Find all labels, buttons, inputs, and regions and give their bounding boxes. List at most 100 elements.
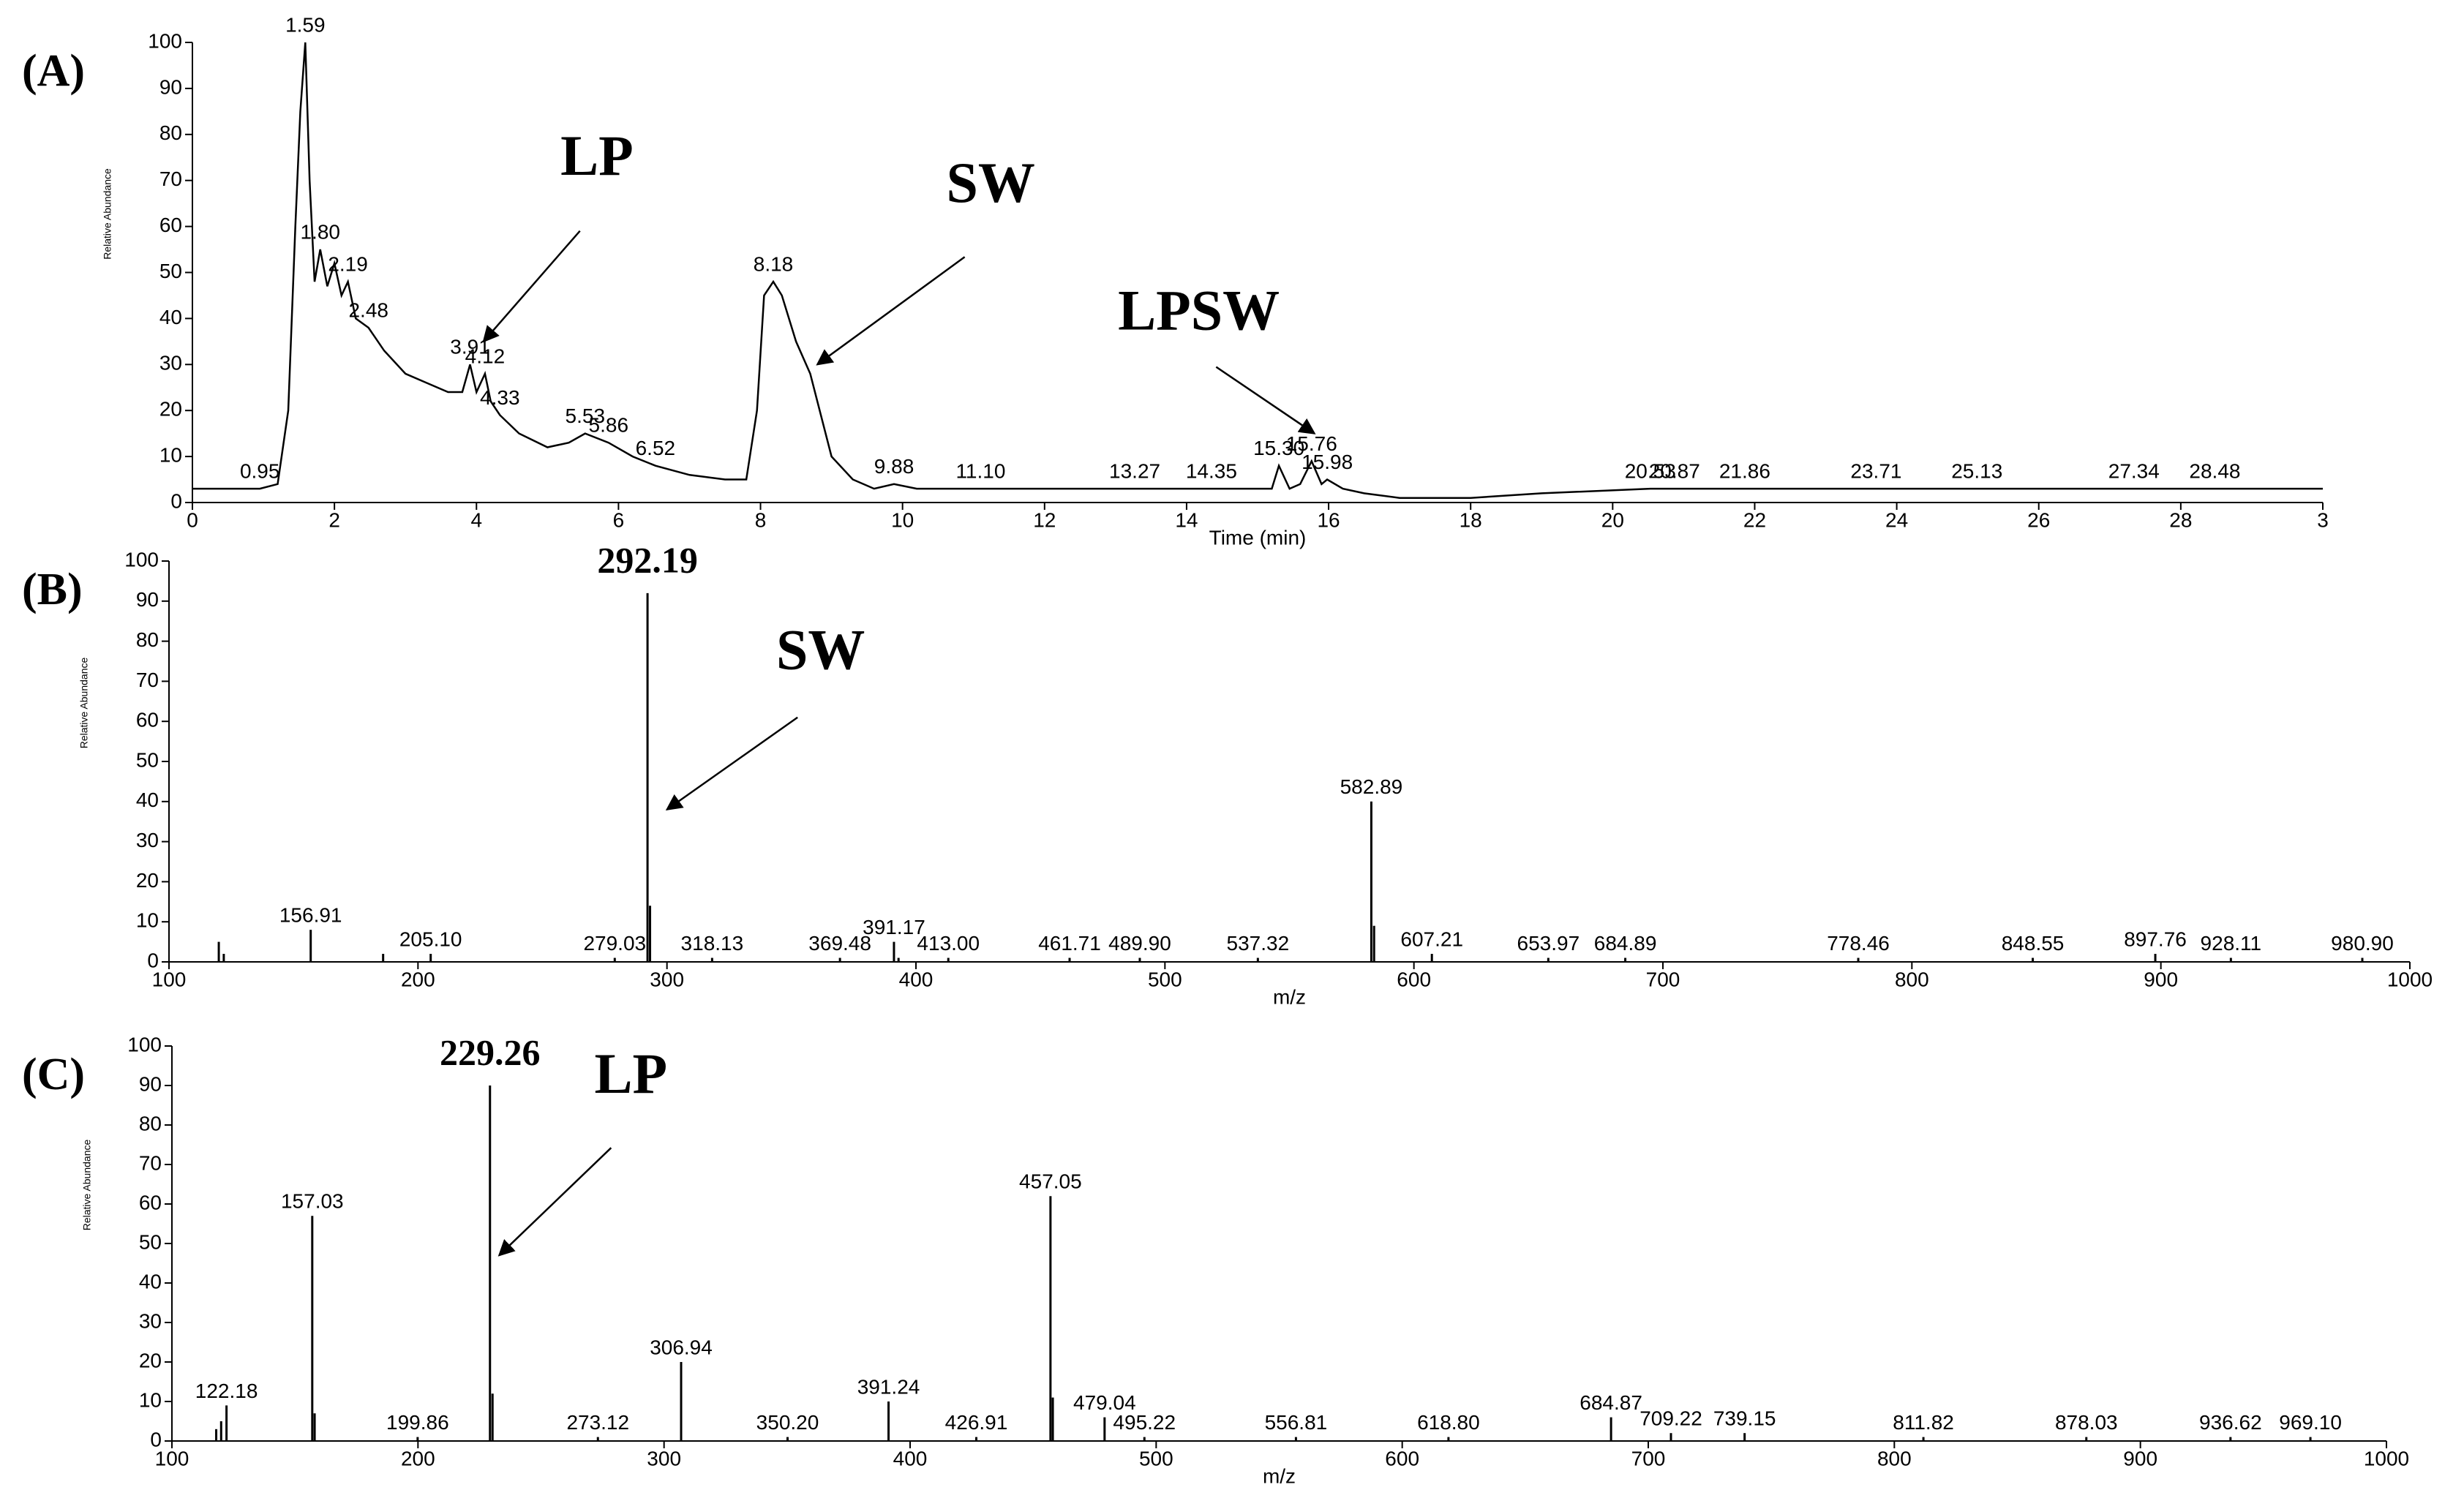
peak-label: 426.91 xyxy=(945,1411,1008,1434)
peak-label: 5.86 xyxy=(589,414,629,437)
x-tick-label: 28 xyxy=(2169,508,2192,531)
y-tick-label: 80 xyxy=(159,121,182,144)
x-tick-label: 900 xyxy=(2123,1447,2157,1470)
y-tick-label: 50 xyxy=(139,1230,162,1253)
peak-label: 778.46 xyxy=(1827,932,1890,955)
x-tick-label: 900 xyxy=(2144,968,2178,990)
x-tick-label: 26 xyxy=(2027,508,2050,531)
annotation-arrow xyxy=(665,716,798,811)
peak-label: 199.86 xyxy=(386,1411,449,1434)
x-tick-label: 400 xyxy=(893,1447,928,1470)
y-tick-label: 100 xyxy=(124,548,159,571)
peak-label: 457.05 xyxy=(1019,1170,1082,1193)
y-tick-label: 20 xyxy=(159,398,182,421)
x-axis-title: m/z xyxy=(1273,985,1306,1008)
x-tick-label: 0 xyxy=(187,508,198,531)
y-tick-label: 20 xyxy=(139,1349,162,1372)
peak-label: 980.90 xyxy=(2331,932,2394,955)
peak-label: 391.24 xyxy=(857,1375,920,1398)
peak-label: 23.71 xyxy=(1850,460,1901,483)
base-peak-label: 292.19 xyxy=(597,539,698,580)
peak-label: 28.48 xyxy=(2189,460,2240,483)
x-tick-label: 600 xyxy=(1385,1447,1419,1470)
peak-label: 25.13 xyxy=(1951,460,2002,483)
x-tick-label: 200 xyxy=(401,1447,435,1470)
x-tick-label: 6 xyxy=(613,508,625,531)
peak-label: 318.13 xyxy=(681,932,744,955)
x-tick-label: 18 xyxy=(1460,508,1482,531)
x-tick-label: 200 xyxy=(401,968,435,990)
peak-label: 878.03 xyxy=(2055,1411,2118,1434)
peak-label: 350.20 xyxy=(756,1411,819,1434)
peak-label: 709.22 xyxy=(1639,1407,1702,1430)
peak-label: 897.76 xyxy=(2124,928,2187,950)
y-tick-label: 30 xyxy=(139,1309,162,1332)
x-tick-label: 300 xyxy=(650,968,684,990)
peak-label: 607.21 xyxy=(1400,928,1463,950)
y-tick-label: 70 xyxy=(136,669,159,691)
x-tick-label: 12 xyxy=(1033,508,1056,531)
peak-label: 461.71 xyxy=(1038,932,1101,955)
y-tick-label: 90 xyxy=(159,75,182,98)
peak-label: 27.34 xyxy=(2108,460,2160,483)
peak-label: 495.22 xyxy=(1113,1411,1176,1434)
x-tick-label: 400 xyxy=(899,968,934,990)
peak-label: 2.48 xyxy=(348,298,388,321)
peak-label: 848.55 xyxy=(2002,932,2065,955)
peak-label: 582.89 xyxy=(1340,775,1403,798)
peak-label: 8.18 xyxy=(754,252,794,275)
x-tick-label: 10 xyxy=(891,508,914,531)
peak-label: 479.04 xyxy=(1073,1391,1136,1414)
peak-label: 5.53 xyxy=(566,405,606,427)
peak-label: 537.32 xyxy=(1227,932,1290,955)
y-axis-title: Relative Abundance xyxy=(102,168,113,260)
peak-label: 13.27 xyxy=(1109,460,1160,483)
x-tick-label: 500 xyxy=(1148,968,1182,990)
x-tick-label: 800 xyxy=(1877,1447,1912,1470)
peak-label: 653.97 xyxy=(1517,932,1580,955)
y-tick-label: 20 xyxy=(136,869,159,892)
x-tick-label: 100 xyxy=(155,1447,189,1470)
y-axis-title: Relative Abundance xyxy=(78,658,90,749)
peak-label: 20.53 xyxy=(1625,460,1676,483)
x-tick-label: 800 xyxy=(1895,968,1929,990)
y-tick-label: 60 xyxy=(159,214,182,236)
panel-label: (A) xyxy=(22,46,85,96)
y-tick-label: 10 xyxy=(159,443,182,466)
x-tick-label: 2 xyxy=(328,508,340,531)
peak-label: 369.48 xyxy=(808,932,871,955)
peak-label: 20.87 xyxy=(1649,460,1700,483)
x-tick-label: 700 xyxy=(1646,968,1680,990)
x-axis-title: Time (min) xyxy=(1209,526,1307,549)
y-tick-label: 0 xyxy=(150,1428,162,1451)
y-tick-label: 60 xyxy=(139,1191,162,1214)
y-tick-label: 90 xyxy=(136,588,159,611)
x-tick-label: 24 xyxy=(1885,508,1908,531)
y-tick-label: 70 xyxy=(139,1151,162,1174)
peak-label: 11.10 xyxy=(955,460,1005,483)
peak-label: 9.88 xyxy=(874,455,914,478)
x-tick-label: 4 xyxy=(470,508,482,531)
peak-label: 273.12 xyxy=(566,1411,629,1434)
panel-label: (B) xyxy=(22,565,83,614)
peak-label: 936.62 xyxy=(2199,1411,2262,1434)
y-axis-title: Relative Abundance xyxy=(81,1140,93,1231)
peak-label: 618.80 xyxy=(1417,1411,1480,1434)
x-axis-title: m/z xyxy=(1263,1464,1296,1487)
x-tick-label: 300 xyxy=(647,1447,681,1470)
peak-label: 739.15 xyxy=(1713,1407,1776,1430)
peak-label: 122.18 xyxy=(195,1380,258,1402)
peak-label: 0.95 xyxy=(240,460,280,483)
peak-label: 1.59 xyxy=(285,13,326,36)
x-tick-label: 3 xyxy=(2317,508,2329,531)
peak-label: 684.89 xyxy=(1594,932,1657,955)
x-tick-label: 16 xyxy=(1317,508,1340,531)
peak-label: 2.19 xyxy=(328,252,368,275)
peak-label: 1.80 xyxy=(300,220,340,243)
x-tick-label: 14 xyxy=(1175,508,1198,531)
peak-label: 15.76 xyxy=(1286,432,1337,455)
y-tick-label: 80 xyxy=(139,1112,162,1135)
y-tick-label: 80 xyxy=(136,628,159,651)
peak-label: 21.86 xyxy=(1719,460,1770,483)
